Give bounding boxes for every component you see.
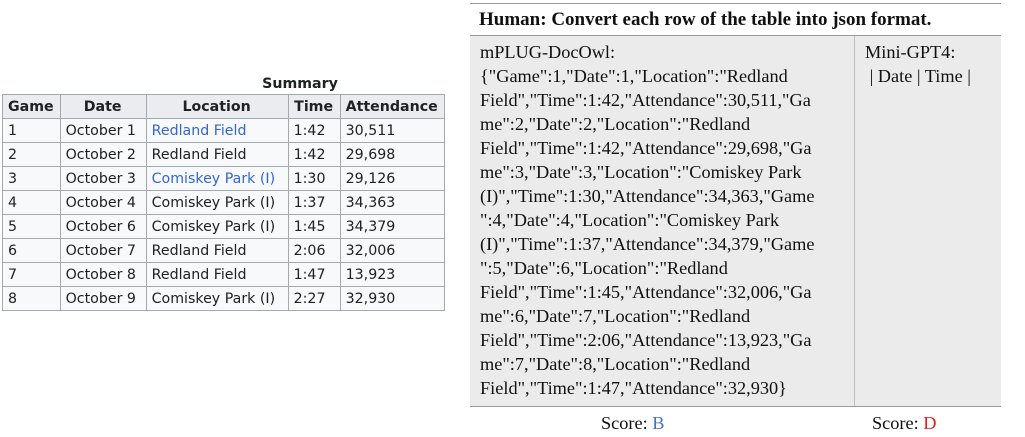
summary-table: Game Date Location Time Attendance 1 Octo… — [2, 94, 445, 311]
cell-time: 2:06 — [287, 238, 341, 263]
cell-date: October 6 — [59, 214, 147, 239]
table-caption: Summary — [262, 76, 338, 92]
column-header-game: Game — [2, 94, 61, 119]
column-header-attendance: Attendance — [339, 94, 445, 119]
docowl-score-grade: B — [652, 413, 665, 433]
table-row: 1 October 1 Redland Field 1:42 30,511 — [2, 118, 445, 143]
cell-location-link[interactable]: Redland Field — [145, 118, 289, 143]
cell-date: October 7 — [59, 238, 147, 263]
cell-time: 1:45 — [287, 214, 341, 239]
cell-date: October 9 — [59, 286, 147, 311]
table-row: 5 October 6 Comiskey Park (I) 1:45 34,379 — [2, 214, 445, 239]
cell-game: 8 — [2, 286, 61, 311]
cell-time: 1:47 — [287, 262, 341, 287]
response-line: | Date | Time | — [865, 66, 971, 86]
docowl-response: mPLUG-DocOwl: {"Game":1,"Date":1,"Locati… — [470, 36, 855, 406]
cell-location: Comiskey Park (I) — [145, 286, 289, 311]
comparison-panel: Human: Convert each row of the table int… — [470, 3, 1001, 437]
cell-time: 2:27 — [287, 286, 341, 311]
docowl-model-name: mPLUG-DocOwl: — [480, 42, 616, 62]
response-line: Field","Time":1:42,"Attendance":30,511,"… — [480, 90, 811, 110]
minigpt4-model-name: Mini-GPT4: — [865, 42, 956, 62]
table-row: 6 October 7 Redland Field 2:06 32,006 — [2, 238, 445, 263]
response-line: me":6,"Date":7,"Location":"Redland — [480, 306, 751, 326]
table-row: 4 October 4 Comiskey Park (I) 1:37 34,363 — [2, 190, 445, 215]
response-line: Field","Time":1:42,"Attendance":29,698,"… — [480, 138, 812, 158]
cell-game: 1 — [2, 118, 61, 143]
cell-attendance: 29,698 — [339, 142, 445, 167]
cell-attendance: 34,379 — [339, 214, 445, 239]
cell-location-link[interactable]: Comiskey Park (I) — [145, 166, 289, 191]
docowl-score-label: Score: — [601, 413, 648, 433]
response-line: Field","Time":1:45,"Attendance":32,006,"… — [480, 282, 812, 302]
cell-location: Comiskey Park (I) — [145, 214, 289, 239]
response-line: me":7,"Date":8,"Location":"Redland — [480, 354, 751, 374]
cell-location: Redland Field — [145, 238, 289, 263]
docowl-score: Score: B — [601, 413, 664, 434]
cell-attendance: 32,006 — [339, 238, 445, 263]
response-line: me":3,"Date":3,"Location":"Comiskey Park — [480, 162, 802, 182]
cell-date: October 3 — [59, 166, 147, 191]
cell-game: 3 — [2, 166, 61, 191]
cell-date: October 8 — [59, 262, 147, 287]
cell-time: 1:37 — [287, 190, 341, 215]
minigpt4-response-text: | Date | Time | — [865, 64, 1001, 88]
response-line: (I)","Time":1:30,"Attendance":34,363,"Ga… — [480, 186, 815, 206]
human-prompt: Human: Convert each row of the table int… — [470, 3, 1001, 36]
table-row: 3 October 3 Comiskey Park (I) 1:30 29,126 — [2, 166, 445, 191]
cell-time: 1:42 — [287, 142, 341, 167]
response-line: Field","Time":1:47,"Attendance":32,930} — [480, 378, 787, 398]
docowl-response-text: {"Game":1,"Date":1,"Location":"Redland Fi… — [480, 64, 854, 400]
minigpt4-response: Mini-GPT4: | Date | Time | — [855, 36, 1001, 406]
cell-attendance: 29,126 — [339, 166, 445, 191]
cell-date: October 2 — [59, 142, 147, 167]
cell-game: 4 — [2, 190, 61, 215]
column-header-time: Time — [287, 94, 341, 119]
cell-game: 7 — [2, 262, 61, 287]
scores-row: Score: B Score: D — [470, 407, 1001, 437]
summary-table-figure: Summary Game Date Location Time Attendan… — [2, 75, 458, 311]
cell-time: 1:42 — [287, 118, 341, 143]
table-body: 1 October 1 Redland Field 1:42 30,511 2 Octobe… — [2, 118, 445, 311]
table-header-row: Game Date Location Time Attendance — [2, 94, 445, 119]
response-line: me":2,"Date":2,"Location":"Redland — [480, 114, 751, 134]
table-row: 8 October 9 Comiskey Park (I) 2:27 32,930 — [2, 286, 445, 311]
cell-date: October 1 — [59, 118, 147, 143]
response-line: Field","Time":2:06,"Attendance":13,923,"… — [480, 330, 812, 350]
cell-attendance: 34,363 — [339, 190, 445, 215]
cell-location: Redland Field — [145, 262, 289, 287]
cell-attendance: 13,923 — [339, 262, 445, 287]
cell-game: 2 — [2, 142, 61, 167]
response-line: ":4,"Date":4,"Location":"Comiskey Park — [480, 210, 780, 230]
responses-row: mPLUG-DocOwl: {"Game":1,"Date":1,"Locati… — [470, 36, 1001, 407]
cell-attendance: 30,511 — [339, 118, 445, 143]
response-line: (I)","Time":1:37,"Attendance":34,379,"Ga… — [480, 234, 815, 254]
response-line: {"Game":1,"Date":1,"Location":"Redland — [480, 66, 788, 86]
minigpt4-score-grade: D — [923, 413, 937, 433]
minigpt4-score-label: Score: — [872, 413, 919, 433]
cell-game: 5 — [2, 214, 61, 239]
response-line: ":5,"Date":6,"Location":"Redland — [480, 258, 728, 278]
minigpt4-score: Score: D — [872, 413, 936, 434]
column-header-location: Location — [145, 94, 289, 119]
cell-location: Comiskey Park (I) — [145, 190, 289, 215]
table-row: 2 October 2 Redland Field 1:42 29,698 — [2, 142, 445, 167]
cell-attendance: 32,930 — [339, 286, 445, 311]
cell-time: 1:30 — [287, 166, 341, 191]
table-row: 7 October 8 Redland Field 1:47 13,923 — [2, 262, 445, 287]
cell-game: 6 — [2, 238, 61, 263]
cell-date: October 4 — [59, 190, 147, 215]
cell-location: Redland Field — [145, 142, 289, 167]
column-header-date: Date — [59, 94, 147, 119]
